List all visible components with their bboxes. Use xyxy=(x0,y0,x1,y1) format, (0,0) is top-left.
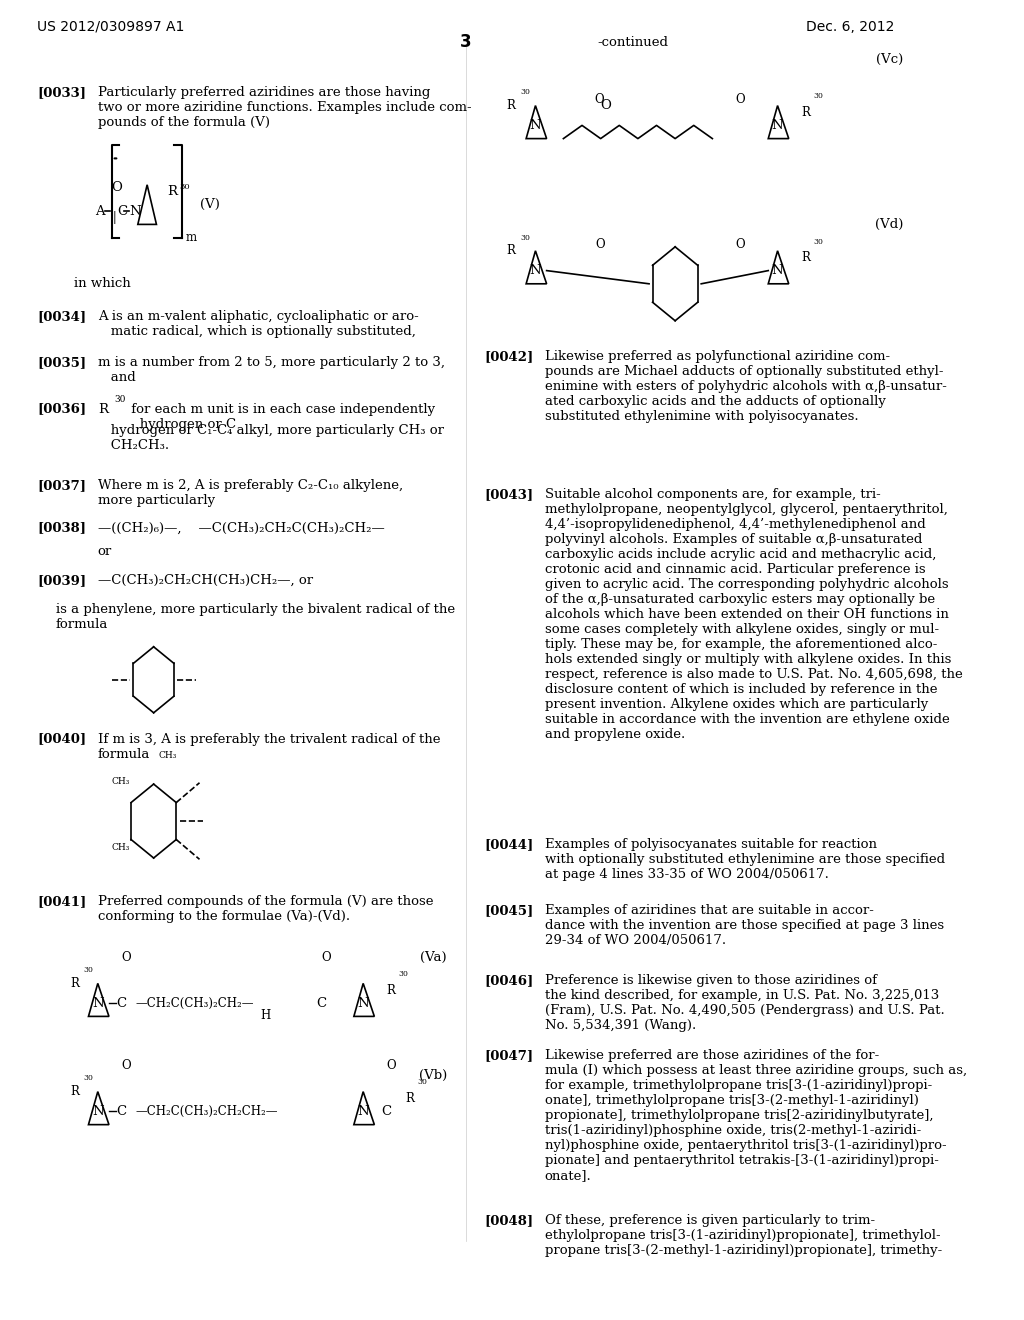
Text: -continued: -continued xyxy=(598,36,669,49)
Text: 3: 3 xyxy=(460,33,471,51)
Text: N: N xyxy=(129,205,141,218)
Text: Dec. 6, 2012: Dec. 6, 2012 xyxy=(806,20,894,34)
Text: in which: in which xyxy=(75,277,131,290)
Text: R: R xyxy=(71,1085,79,1098)
Text: R: R xyxy=(386,983,395,997)
Text: O: O xyxy=(121,950,130,964)
Text: R: R xyxy=(97,403,108,416)
Text: 30: 30 xyxy=(84,966,93,974)
Text: (V): (V) xyxy=(201,198,220,211)
Text: A: A xyxy=(95,205,104,218)
Text: O: O xyxy=(735,92,745,106)
Text: [0040]: [0040] xyxy=(37,733,86,746)
Text: Examples of aziridines that are suitable in accor-
dance with the invention are : Examples of aziridines that are suitable… xyxy=(545,904,944,948)
Text: O: O xyxy=(111,181,122,194)
Text: N: N xyxy=(357,1105,369,1118)
Text: [0038]: [0038] xyxy=(37,521,86,535)
Text: [0037]: [0037] xyxy=(37,479,86,492)
Text: N: N xyxy=(92,1105,103,1118)
Text: R: R xyxy=(168,185,177,198)
Text: R: R xyxy=(406,1092,414,1105)
Text: m is a number from 2 to 5, more particularly 2 to 3,
   and: m is a number from 2 to 5, more particul… xyxy=(97,356,444,384)
Text: —((CH₂)₆)—,    —C(CH₃)₂CH₂C(CH₃)₂CH₂—: —((CH₂)₆)—, —C(CH₃)₂CH₂C(CH₃)₂CH₂— xyxy=(97,521,385,535)
Text: (Vd): (Vd) xyxy=(874,218,903,231)
Text: Suitable alcohol components are, for example, tri-
methylolpropane, neopentylgly: Suitable alcohol components are, for exa… xyxy=(545,488,963,742)
Text: O: O xyxy=(322,950,331,964)
Text: N: N xyxy=(772,119,783,132)
Text: O: O xyxy=(735,238,745,251)
Text: 30: 30 xyxy=(813,238,823,246)
Text: —CH₂C(CH₃)₂CH₂CH₂—: —CH₂C(CH₃)₂CH₂CH₂— xyxy=(135,1105,278,1118)
Text: Likewise preferred as polyfunctional aziridine com-
pounds are Michael adducts o: Likewise preferred as polyfunctional azi… xyxy=(545,350,946,422)
Text: 30: 30 xyxy=(520,88,530,96)
Text: Preferred compounds of the formula (V) are those
conforming to the formulae (Va): Preferred compounds of the formula (V) a… xyxy=(97,895,433,923)
Text: R: R xyxy=(801,106,810,119)
Text: Of these, preference is given particularly to trim-
ethylolpropane tris[3-(1-azi: Of these, preference is given particular… xyxy=(545,1214,942,1258)
Text: R: R xyxy=(801,251,810,264)
Text: R: R xyxy=(506,99,515,112)
Text: [0034]: [0034] xyxy=(37,310,86,323)
Text: C: C xyxy=(316,997,327,1010)
Text: A is an m-valent aliphatic, cycloaliphatic or aro-
   matic radical, which is op: A is an m-valent aliphatic, cycloaliphat… xyxy=(97,310,419,338)
Text: 30: 30 xyxy=(180,183,190,191)
Text: [0035]: [0035] xyxy=(37,356,86,370)
Text: O: O xyxy=(600,99,610,112)
Text: [0044]: [0044] xyxy=(484,838,534,851)
Text: C: C xyxy=(381,1105,391,1118)
Text: Preference is likewise given to those aziridines of
the kind described, for exam: Preference is likewise given to those az… xyxy=(545,974,944,1032)
Text: (Va): (Va) xyxy=(421,950,447,964)
Text: [0046]: [0046] xyxy=(484,974,534,987)
Text: [0033]: [0033] xyxy=(37,86,86,99)
Text: N: N xyxy=(92,997,103,1010)
Text: 30: 30 xyxy=(84,1074,93,1082)
Text: O: O xyxy=(596,238,605,251)
Text: R: R xyxy=(506,244,515,257)
Text: If m is 3, A is preferably the trivalent radical of the
formula: If m is 3, A is preferably the trivalent… xyxy=(97,733,440,760)
Text: C: C xyxy=(118,205,127,218)
Text: for each m unit is in each case independently
   hydrogen or C: for each m unit is in each case independ… xyxy=(127,403,435,430)
Text: C: C xyxy=(116,1105,126,1118)
Text: 30: 30 xyxy=(115,395,126,404)
Text: N: N xyxy=(529,264,542,277)
Text: —CH₂C(CH₃)₂CH₂—: —CH₂C(CH₃)₂CH₂— xyxy=(135,997,254,1010)
Text: O: O xyxy=(121,1059,130,1072)
Text: Examples of polyisocyanates suitable for reaction
with optionally substituted et: Examples of polyisocyanates suitable for… xyxy=(545,838,945,882)
Text: Where m is 2, A is preferably C₂-C₁₀ alkylene,
more particularly: Where m is 2, A is preferably C₂-C₁₀ alk… xyxy=(97,479,402,507)
Text: [0043]: [0043] xyxy=(484,488,534,502)
Text: is a phenylene, more particularly the bivalent radical of the
formula: is a phenylene, more particularly the bi… xyxy=(56,603,455,631)
Text: C: C xyxy=(116,997,126,1010)
Text: hydrogen or C₁-C₄ alkyl, more particularly CH₃ or
   CH₂CH₃.: hydrogen or C₁-C₄ alkyl, more particular… xyxy=(97,424,443,451)
Text: (Vc): (Vc) xyxy=(877,53,903,66)
Text: 30: 30 xyxy=(398,970,409,978)
Text: N: N xyxy=(357,997,369,1010)
Text: ||: || xyxy=(110,211,118,224)
Text: —C(CH₃)₂CH₂CH(CH₃)CH₂—, or: —C(CH₃)₂CH₂CH(CH₃)CH₂—, or xyxy=(97,574,313,587)
Text: (Vb): (Vb) xyxy=(419,1069,447,1082)
Text: [0039]: [0039] xyxy=(37,574,86,587)
Text: 30: 30 xyxy=(813,92,823,100)
Text: CH₃: CH₃ xyxy=(112,843,130,851)
Text: CH₃: CH₃ xyxy=(159,751,177,759)
Text: [0045]: [0045] xyxy=(484,904,534,917)
Text: N: N xyxy=(772,264,783,277)
Text: O: O xyxy=(594,92,603,106)
Text: or: or xyxy=(97,545,112,558)
Text: N: N xyxy=(529,119,542,132)
Text: 30: 30 xyxy=(520,234,530,242)
Text: CH₃: CH₃ xyxy=(112,777,130,785)
Text: [0047]: [0047] xyxy=(484,1049,534,1063)
Text: m: m xyxy=(185,231,197,244)
Text: Likewise preferred are those aziridines of the for-
mula (I) which possess at le: Likewise preferred are those aziridines … xyxy=(545,1049,967,1183)
Text: [0041]: [0041] xyxy=(37,895,86,908)
Text: Particularly preferred aziridines are those having
two or more aziridine functio: Particularly preferred aziridines are th… xyxy=(97,86,471,129)
Text: R: R xyxy=(71,977,79,990)
Text: [0048]: [0048] xyxy=(484,1214,534,1228)
Text: US 2012/0309897 A1: US 2012/0309897 A1 xyxy=(37,20,184,34)
Text: [0042]: [0042] xyxy=(484,350,534,363)
Text: O: O xyxy=(386,1059,396,1072)
Text: 30: 30 xyxy=(417,1078,427,1086)
Text: H: H xyxy=(260,1008,270,1022)
Text: [0036]: [0036] xyxy=(37,403,86,416)
